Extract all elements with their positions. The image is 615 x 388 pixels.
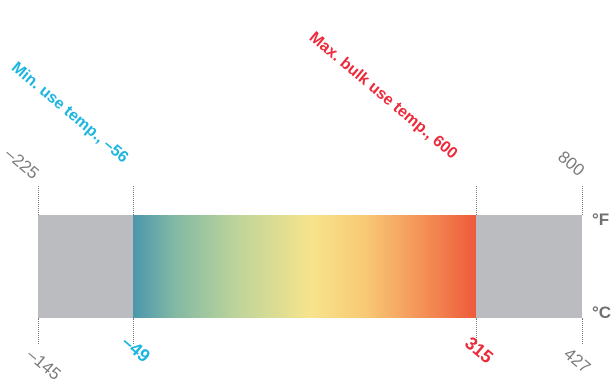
label-min-use-celsius: –49 [118, 331, 154, 367]
label-c-max: 427 [560, 344, 595, 377]
tick-top-min-use [133, 186, 134, 215]
bar-use-range-gradient [133, 215, 476, 318]
label-max-bulk-use-temp: Max. bulk use temp., 600 [305, 28, 461, 163]
tick-bottom-max-bulk [476, 318, 477, 344]
unit-fahrenheit: °F [592, 210, 610, 229]
label-f-max: 800 [554, 147, 589, 180]
unit-celsius: °C [592, 303, 612, 322]
tick-top-max-bulk [476, 186, 477, 215]
tick-top-fmax [582, 186, 583, 215]
tick-bottom-cmin [38, 318, 39, 344]
tick-bottom-min-use [133, 318, 134, 344]
tick-bottom-cmax [582, 318, 583, 344]
bar-right-grey-segment [476, 215, 582, 318]
label-f-min: –225 [1, 144, 43, 183]
tick-top-fmin [38, 186, 39, 215]
label-max-bulk-celsius: 315 [461, 332, 497, 368]
label-min-use-temp: Min. use temp., –56 [8, 58, 132, 167]
label-c-min: –145 [23, 345, 65, 384]
bar-left-grey-segment [38, 215, 133, 318]
